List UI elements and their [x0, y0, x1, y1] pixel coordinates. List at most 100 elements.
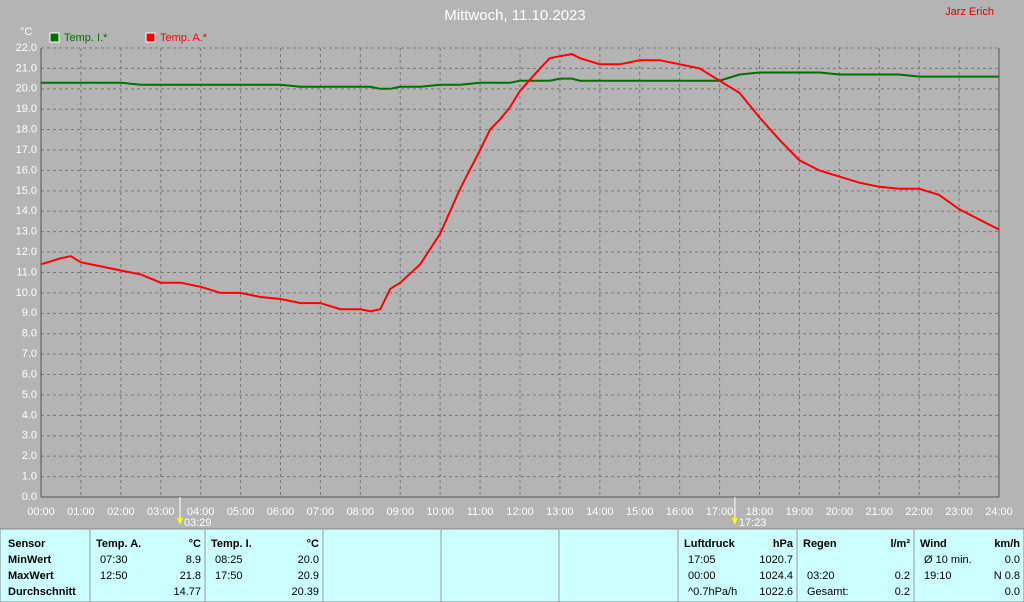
author: Jarz Erich — [945, 6, 994, 18]
cell-value: 20.39 — [291, 586, 319, 598]
y-tick-label: 10.0 — [16, 287, 37, 299]
column-unit: l/m² — [890, 538, 910, 550]
row-label: Durchschnitt — [8, 586, 76, 598]
cell-value: 1022.6 — [759, 586, 793, 598]
x-tick-label: 09:00 — [386, 506, 414, 518]
annotation-label: 17:23 — [739, 517, 767, 529]
y-tick-label: 6.0 — [22, 368, 37, 380]
y-tick-label: 5.0 — [22, 389, 37, 401]
column-unit: °C — [307, 538, 319, 550]
annotation-marker — [177, 518, 184, 525]
y-tick-label: 7.0 — [22, 348, 37, 360]
series-line — [40, 53, 1000, 313]
y-tick-label: 16.0 — [16, 164, 37, 176]
cell-value: 14.77 — [173, 586, 201, 598]
cell-value: 1024.4 — [759, 570, 793, 582]
y-tick-label: 4.0 — [22, 409, 37, 421]
cell-time: Gesamt: — [807, 586, 849, 598]
x-tick-label: 23:00 — [945, 506, 973, 518]
x-tick-label: 02:00 — [107, 506, 135, 518]
column-unit: km/h — [994, 538, 1020, 550]
column-unit: hPa — [773, 538, 794, 550]
y-tick-label: 9.0 — [22, 307, 37, 319]
stats-table — [0, 528, 1024, 602]
column-unit: °C — [189, 538, 201, 550]
x-tick-label: 19:00 — [786, 506, 814, 518]
x-tick-label: 14:00 — [586, 506, 614, 518]
cell-value: 8.9 — [186, 554, 201, 566]
y-tick-label: 11.0 — [16, 266, 37, 278]
cell-value: 0.2 — [895, 586, 910, 598]
column-header: Temp. A. — [96, 538, 141, 550]
y-tick-label: 19.0 — [16, 103, 37, 115]
y-tick-label: 2.0 — [22, 450, 37, 462]
y-tick-label: 0.0 — [22, 491, 37, 503]
cell-value: 0.0 — [1005, 586, 1020, 598]
legend-swatch — [49, 32, 60, 43]
x-tick-label: 06:00 — [267, 506, 295, 518]
legend-label: Temp. A.* — [160, 32, 208, 44]
x-tick-label: 00:00 — [27, 506, 55, 518]
x-tick-label: 01:00 — [67, 506, 95, 518]
x-tick-label: 03:00 — [147, 506, 175, 518]
cell-time: 19:10 — [924, 570, 952, 582]
x-tick-label: 22:00 — [905, 506, 933, 518]
y-axis-unit: °C — [20, 26, 32, 38]
series-line — [41, 71, 999, 90]
row-label: Sensor — [8, 538, 46, 550]
cell-value: 0.2 — [895, 570, 910, 582]
x-tick-label: 24:00 — [985, 506, 1013, 518]
column-header: Luftdruck — [684, 538, 736, 550]
x-tick-label: 16:00 — [666, 506, 694, 518]
annotation-label: 03:29 — [184, 517, 212, 529]
y-tick-label: 22.0 — [16, 42, 37, 54]
cell-time: 00:00 — [688, 570, 716, 582]
y-tick-label: 3.0 — [22, 430, 37, 442]
legend-label: Temp. I.* — [64, 32, 108, 44]
y-tick-label: 15.0 — [16, 185, 37, 197]
x-tick-label: 20:00 — [826, 506, 854, 518]
y-tick-label: 17.0 — [16, 144, 37, 156]
x-tick-label: 21:00 — [865, 506, 893, 518]
cell-value: 20.0 — [298, 554, 319, 566]
y-tick-label: 12.0 — [16, 246, 37, 258]
cell-time: 17:05 — [688, 554, 716, 566]
cell-time: 08:25 — [215, 554, 243, 566]
x-tick-label: 13:00 — [546, 506, 574, 518]
column-header: Regen — [803, 538, 837, 550]
x-tick-label: 08:00 — [347, 506, 375, 518]
cell-time: 12:50 — [100, 570, 128, 582]
x-tick-label: 15:00 — [626, 506, 654, 518]
legend-swatch — [145, 32, 156, 43]
column-header: Temp. I. — [211, 538, 252, 550]
y-tick-label: 1.0 — [22, 470, 37, 482]
x-tick-label: 12:00 — [506, 506, 534, 518]
x-tick-label: 17:00 — [706, 506, 734, 518]
cell-value: 0.0 — [1005, 554, 1020, 566]
x-tick-label: 04:00 — [187, 506, 215, 518]
cell-time: 03:20 — [807, 570, 835, 582]
x-tick-label: 10:00 — [426, 506, 454, 518]
column-header: Wind — [920, 538, 947, 550]
y-tick-label: 8.0 — [22, 328, 37, 340]
row-label: MinWert — [8, 554, 52, 566]
chart-title: Mittwoch, 11.10.2023 — [444, 7, 585, 24]
x-tick-label: 05:00 — [227, 506, 255, 518]
cell-time: 07:30 — [100, 554, 128, 566]
cell-value: 20.9 — [298, 570, 319, 582]
x-tick-label: 11:00 — [467, 506, 494, 518]
annotation-marker — [731, 518, 738, 525]
y-tick-label: 21.0 — [16, 62, 37, 74]
table-body: Sensor MinWert MaxWert Durchschnitt Temp. A.… — [8, 530, 1020, 602]
y-tick-label: 20.0 — [16, 83, 37, 95]
cell-time: ^0.7hPa/h — [688, 586, 737, 598]
cell-time: Ø 10 min. — [924, 554, 972, 566]
y-tick-label: 14.0 — [16, 205, 37, 217]
cell-value: 1020.7 — [759, 554, 793, 566]
row-label: MaxWert — [8, 570, 54, 582]
y-tick-label: 18.0 — [16, 124, 37, 136]
cell-time: 17:50 — [215, 570, 243, 582]
